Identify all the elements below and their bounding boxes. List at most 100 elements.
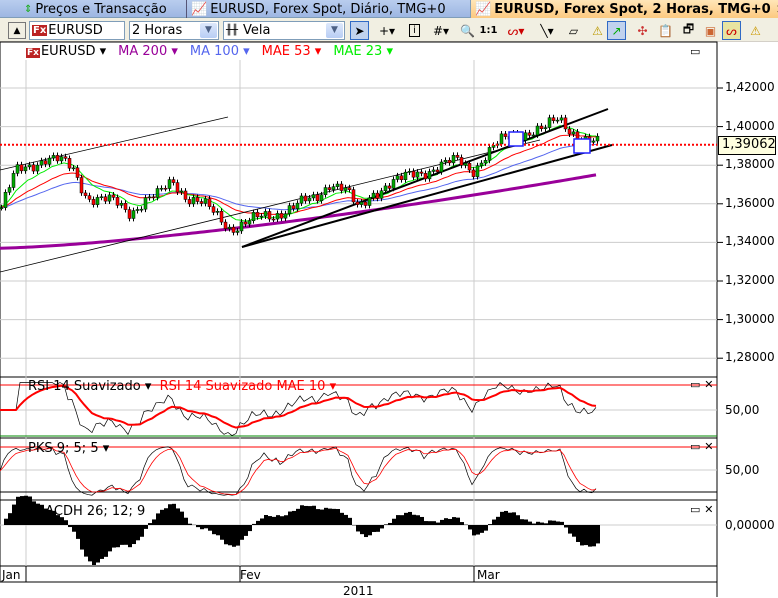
macd-bar	[264, 515, 268, 525]
candle	[44, 161, 47, 165]
macd-bar	[272, 517, 276, 525]
candle	[200, 202, 203, 204]
candle	[288, 206, 291, 214]
legend-ma100[interactable]: MA 100 ▾	[190, 44, 250, 59]
candle	[172, 180, 175, 183]
rsi-tick: 50,00	[725, 403, 759, 417]
candle	[252, 212, 255, 220]
candle	[392, 179, 395, 188]
macd-bar	[444, 518, 448, 525]
candle	[4, 192, 7, 207]
macd-bar	[560, 522, 564, 525]
macd-bar	[496, 517, 500, 525]
panel-macd-controls[interactable]: ▭ ✕	[690, 503, 713, 516]
candle	[384, 186, 387, 191]
pks-label[interactable]: PKS 9; 5; 5 ▾	[28, 441, 109, 456]
macd-bar	[24, 496, 28, 525]
candle	[280, 213, 283, 218]
channel-line	[242, 145, 612, 247]
candle	[256, 212, 259, 217]
macd-bar	[128, 525, 132, 547]
macd-bar	[320, 510, 324, 525]
macd-bar	[452, 517, 456, 525]
candle	[400, 176, 403, 180]
macd-bar	[492, 520, 496, 525]
macd-bar	[368, 525, 372, 535]
candle	[104, 197, 107, 201]
macd-bar	[412, 515, 416, 525]
macd-bar	[84, 525, 88, 557]
maximize-icon[interactable]: ▭	[690, 45, 700, 58]
candle	[532, 135, 535, 136]
macd-bar	[364, 525, 368, 537]
macd-bar	[588, 525, 592, 547]
legend-mae53[interactable]: MAE 53 ▾	[262, 44, 322, 59]
macd-bar	[536, 522, 540, 525]
candle	[216, 211, 219, 212]
macd-bar	[276, 515, 280, 525]
candle	[304, 196, 307, 201]
candle	[472, 170, 475, 177]
current-price-label: 1,39062	[718, 136, 776, 155]
macd-bar	[204, 525, 208, 528]
macd-bar	[92, 525, 96, 565]
macd-bar	[424, 521, 428, 525]
candle	[208, 199, 211, 207]
candle	[324, 188, 327, 195]
macd-bar	[124, 525, 128, 545]
macd-bar	[596, 525, 600, 543]
macd-bar	[376, 525, 380, 532]
macd-bar	[300, 505, 304, 525]
macd-bar	[332, 509, 336, 525]
rsi-label[interactable]: RSI 14 Suavizado ▾ RSI 14 Suavizado MAE …	[28, 379, 336, 394]
macd-bar	[528, 522, 532, 525]
candle	[92, 199, 95, 204]
candle	[328, 188, 331, 190]
candle	[548, 118, 551, 128]
macd-bar	[416, 515, 420, 525]
candle	[284, 214, 287, 218]
candle	[380, 191, 383, 199]
macd-label[interactable]: MACDH 26; 12; 9	[34, 504, 145, 519]
candle	[132, 211, 135, 219]
candle	[56, 155, 59, 161]
candle	[108, 195, 111, 201]
candle	[0, 208, 3, 209]
macd-bar	[440, 520, 444, 525]
macd-bar	[396, 515, 400, 525]
macd-bar	[216, 525, 220, 535]
macd-bar	[404, 513, 408, 525]
panel-rsi-controls[interactable]: ▭ ✕	[690, 378, 713, 391]
candle	[12, 173, 15, 187]
macd-bar	[120, 525, 124, 545]
macd-bar	[140, 525, 144, 537]
macd-bar	[360, 525, 364, 534]
price-tick: 1,34000	[725, 234, 775, 248]
candle	[332, 187, 335, 190]
candle	[8, 187, 11, 192]
panel-pks-controls[interactable]: ▭ ✕	[690, 440, 713, 453]
candle	[144, 198, 147, 209]
candle	[348, 188, 351, 190]
macd-bar	[384, 524, 388, 525]
candle	[20, 165, 23, 171]
candle	[336, 184, 339, 187]
candle	[76, 168, 79, 178]
candle	[220, 211, 223, 222]
legend-ma200[interactable]: MA 200 ▾	[118, 44, 178, 59]
macd-bar	[460, 522, 464, 525]
macd-bar	[564, 525, 568, 527]
candle	[40, 161, 43, 166]
legend-mae23[interactable]: MAE 23 ▾	[333, 44, 393, 59]
candle	[556, 120, 559, 121]
candle	[240, 222, 243, 231]
macd-bar	[240, 525, 244, 540]
macd-bar	[256, 521, 260, 525]
candle	[408, 171, 411, 172]
macd-bar	[308, 506, 312, 525]
candle	[352, 190, 355, 202]
macd-bar	[552, 521, 556, 525]
macd-bar	[284, 515, 288, 525]
macd-bar	[12, 505, 16, 525]
